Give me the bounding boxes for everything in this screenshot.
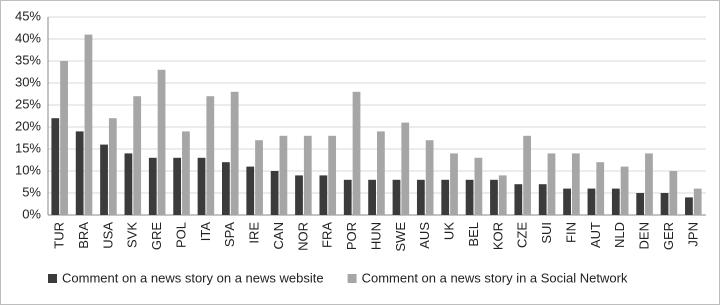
x-tick-label: AUS <box>417 222 432 249</box>
bar <box>620 166 629 215</box>
bar <box>693 188 702 215</box>
bar <box>547 153 556 215</box>
x-tick-label: NOR <box>295 222 310 251</box>
x-tick-label: POL <box>173 222 188 248</box>
x-tick-label: KOR <box>490 222 505 250</box>
x-tick-label: BRA <box>76 222 91 249</box>
bar <box>563 188 571 215</box>
x-tick-label: GRE <box>149 222 164 251</box>
y-tick-label: 5% <box>22 184 41 199</box>
x-tick-label: GER <box>661 222 676 250</box>
bar <box>498 175 507 215</box>
y-tick-label: 35% <box>15 52 41 67</box>
x-tick-label: ITA <box>198 222 213 242</box>
bar <box>148 157 157 215</box>
bar <box>450 153 458 215</box>
legend-swatch <box>48 274 57 283</box>
bar <box>255 140 263 215</box>
bar <box>295 175 303 215</box>
bar <box>538 184 547 215</box>
bar <box>416 179 425 215</box>
bar <box>230 91 239 215</box>
bar <box>523 135 531 215</box>
y-tick-label: 25% <box>15 96 41 111</box>
x-tick-label: JPN <box>685 222 700 247</box>
bar <box>124 153 133 215</box>
bar <box>636 193 645 215</box>
x-tick-label: SPA <box>222 222 237 247</box>
bar <box>133 96 142 215</box>
bar <box>392 179 401 215</box>
x-tick-label: POR <box>344 222 359 250</box>
x-tick-label: DEN <box>637 222 652 249</box>
bar <box>222 162 230 215</box>
x-tick-label: CAN <box>271 222 286 249</box>
bar <box>352 91 361 215</box>
bar <box>173 157 182 215</box>
bar <box>685 197 693 215</box>
x-tick-label: FIN <box>563 222 578 243</box>
x-tick-label: UK <box>442 222 457 240</box>
x-tick-label: SVK <box>125 222 140 248</box>
bar <box>401 122 410 215</box>
bar <box>645 153 653 215</box>
bar <box>377 131 385 215</box>
bar <box>270 171 279 215</box>
bar <box>596 162 605 215</box>
y-tick-label: 15% <box>15 140 41 155</box>
bar <box>197 157 206 215</box>
bar <box>84 34 93 215</box>
bar <box>368 179 376 215</box>
y-tick-label: 40% <box>15 30 41 45</box>
bar <box>319 175 328 215</box>
x-tick-label: USA <box>100 222 115 249</box>
bar <box>182 131 190 215</box>
bar <box>343 179 352 215</box>
bar <box>100 144 108 215</box>
bar <box>60 61 68 215</box>
x-tick-label: SUI <box>539 222 554 244</box>
x-tick-label: SWE <box>393 222 408 252</box>
bar <box>465 179 474 215</box>
bar <box>108 118 117 215</box>
bar <box>303 135 312 215</box>
y-tick-label: 10% <box>15 162 41 177</box>
bar <box>206 96 215 215</box>
x-tick-label: HUN <box>368 222 383 250</box>
legend-label: Comment on a news story in a Social Netw… <box>362 270 628 285</box>
bar <box>279 135 288 215</box>
bar <box>246 166 255 215</box>
y-tick-label: 30% <box>15 74 41 89</box>
bar <box>514 184 523 215</box>
bar <box>571 153 580 215</box>
x-tick-label: NLD <box>612 222 627 248</box>
bar <box>587 188 596 215</box>
x-tick-label: AUT <box>588 222 603 248</box>
bar <box>611 188 620 215</box>
bar <box>490 179 498 215</box>
bar <box>157 69 166 215</box>
x-tick-label: BEL <box>466 222 481 247</box>
y-tick-label: 20% <box>15 118 41 133</box>
x-tick-label: FRA <box>320 222 335 248</box>
y-tick-label: 45% <box>15 8 41 23</box>
y-tick-label: 0% <box>22 206 41 221</box>
bar <box>51 118 60 215</box>
x-tick-label: IRE <box>247 222 262 244</box>
bar <box>474 157 483 215</box>
bar <box>660 193 669 215</box>
legend-swatch <box>347 274 357 283</box>
bar <box>75 131 84 215</box>
x-tick-label: CZE <box>515 222 530 248</box>
bar <box>425 140 434 215</box>
legend-label: Comment on a news story on a news websit… <box>62 270 324 285</box>
bar <box>669 171 678 215</box>
x-tick-label: TUR <box>52 222 67 249</box>
bar <box>328 135 337 215</box>
bar <box>441 179 450 215</box>
